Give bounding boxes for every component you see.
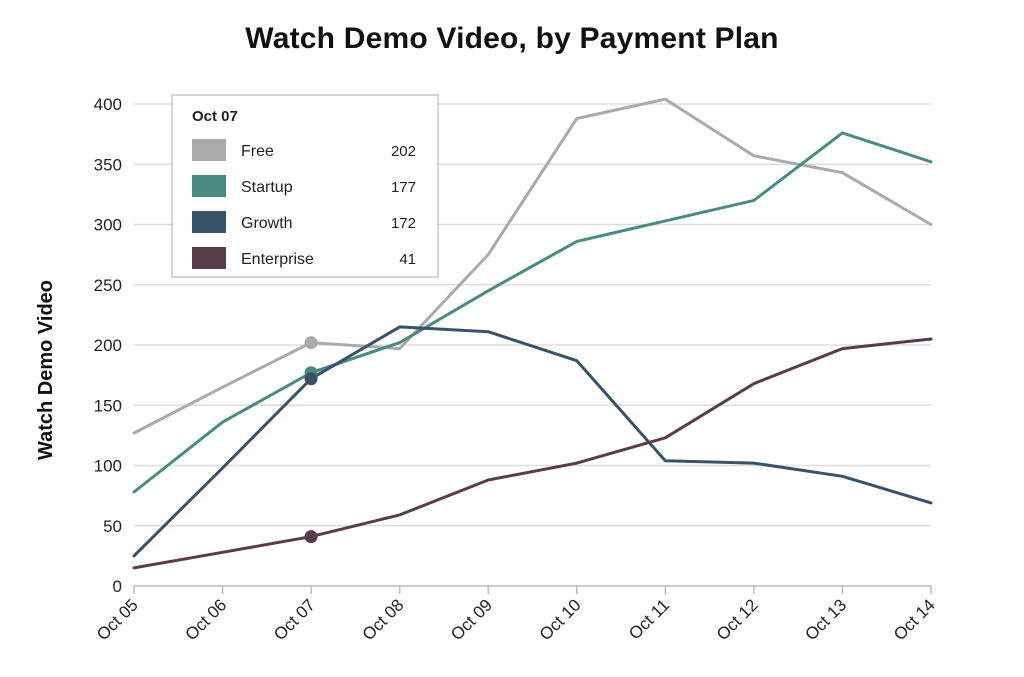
legend-label: Free xyxy=(241,143,274,160)
y-tick-label: 400 xyxy=(94,95,122,114)
y-axis-title: Watch Demo Video xyxy=(35,280,57,460)
tooltip-legend: Oct 07 Free 202 Startup 177 Growth 172 Enterpri… xyxy=(172,95,438,277)
y-tick-label: 100 xyxy=(94,457,122,476)
y-tick-label: 150 xyxy=(94,396,122,415)
y-tick-label: 350 xyxy=(94,155,122,174)
y-tick-label: 200 xyxy=(94,336,122,355)
legend-swatch-growth xyxy=(192,211,226,233)
x-tick-label: Oct 07 xyxy=(270,595,319,644)
series-line-enterprise xyxy=(134,339,931,568)
x-tick-label: Oct 10 xyxy=(536,595,585,644)
line-chart: 0 50 100 150 200 250 300 350 400 Oct 05 Oct 06 Oct … xyxy=(0,0,1024,677)
legend-swatch-enterprise xyxy=(192,247,226,269)
x-tick-label: Oct 06 xyxy=(182,595,231,644)
legend-value: 177 xyxy=(391,179,416,196)
legend-label: Enterprise xyxy=(241,251,314,268)
legend-value: 41 xyxy=(399,251,416,268)
y-tick-label: 50 xyxy=(103,517,122,536)
legend-value: 202 xyxy=(391,143,416,160)
y-tick-label: 250 xyxy=(94,276,122,295)
marker-enterprise xyxy=(305,530,318,543)
marker-growth xyxy=(305,372,318,385)
x-tick-label: Oct 05 xyxy=(93,595,142,644)
x-tick-label: Oct 08 xyxy=(359,595,408,644)
hover-markers xyxy=(305,336,318,543)
legend-value: 172 xyxy=(391,215,416,232)
x-tick-label: Oct 09 xyxy=(447,595,496,644)
x-tick-label: Oct 13 xyxy=(801,595,850,644)
x-tick-label: Oct 11 xyxy=(625,595,673,643)
y-tick-label: 0 xyxy=(113,577,122,596)
y-tick-label: 300 xyxy=(94,216,122,235)
x-tick-label: Oct 12 xyxy=(713,595,762,644)
marker-free xyxy=(305,336,318,349)
legend-label: Startup xyxy=(241,179,293,196)
legend-label: Growth xyxy=(241,215,293,232)
x-tick-label: Oct 14 xyxy=(890,595,939,644)
legend-swatch-free xyxy=(192,139,226,161)
legend-swatch-startup xyxy=(192,175,226,197)
legend-header: Oct 07 xyxy=(192,108,238,125)
